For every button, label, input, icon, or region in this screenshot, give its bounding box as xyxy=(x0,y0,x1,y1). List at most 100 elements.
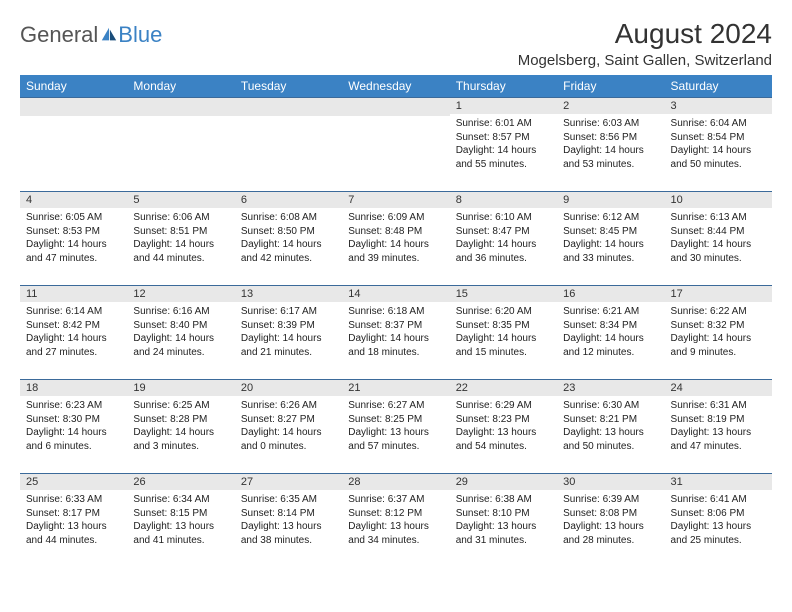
day-number: 23 xyxy=(557,380,664,396)
calendar-cell: 26Sunrise: 6:34 AMSunset: 8:15 PMDayligh… xyxy=(127,474,234,568)
day-details: Sunrise: 6:18 AMSunset: 8:37 PMDaylight:… xyxy=(342,302,449,363)
day-number: 10 xyxy=(665,192,772,208)
day-number: 4 xyxy=(20,192,127,208)
calendar-cell: 5Sunrise: 6:06 AMSunset: 8:51 PMDaylight… xyxy=(127,192,234,286)
day-details: Sunrise: 6:29 AMSunset: 8:23 PMDaylight:… xyxy=(450,396,557,457)
day-number: 1 xyxy=(450,98,557,114)
day-number: 6 xyxy=(235,192,342,208)
day-number: 15 xyxy=(450,286,557,302)
day-number: 25 xyxy=(20,474,127,490)
day-details: Sunrise: 6:31 AMSunset: 8:19 PMDaylight:… xyxy=(665,396,772,457)
day-details: Sunrise: 6:37 AMSunset: 8:12 PMDaylight:… xyxy=(342,490,449,551)
calendar-cell: 18Sunrise: 6:23 AMSunset: 8:30 PMDayligh… xyxy=(20,380,127,474)
day-details: Sunrise: 6:04 AMSunset: 8:54 PMDaylight:… xyxy=(665,114,772,175)
day-details: Sunrise: 6:17 AMSunset: 8:39 PMDaylight:… xyxy=(235,302,342,363)
day-number: 24 xyxy=(665,380,772,396)
day-details: Sunrise: 6:16 AMSunset: 8:40 PMDaylight:… xyxy=(127,302,234,363)
calendar-cell: 3Sunrise: 6:04 AMSunset: 8:54 PMDaylight… xyxy=(665,98,772,192)
calendar-cell xyxy=(127,98,234,192)
day-number: 2 xyxy=(557,98,664,114)
weekday-header: Sunday xyxy=(20,75,127,98)
day-details: Sunrise: 6:06 AMSunset: 8:51 PMDaylight:… xyxy=(127,208,234,269)
day-details: Sunrise: 6:12 AMSunset: 8:45 PMDaylight:… xyxy=(557,208,664,269)
day-number: 29 xyxy=(450,474,557,490)
month-title: August 2024 xyxy=(518,18,772,50)
calendar-cell: 11Sunrise: 6:14 AMSunset: 8:42 PMDayligh… xyxy=(20,286,127,380)
calendar-cell: 17Sunrise: 6:22 AMSunset: 8:32 PMDayligh… xyxy=(665,286,772,380)
day-number: 17 xyxy=(665,286,772,302)
day-details: Sunrise: 6:39 AMSunset: 8:08 PMDaylight:… xyxy=(557,490,664,551)
day-number: 9 xyxy=(557,192,664,208)
day-details: Sunrise: 6:20 AMSunset: 8:35 PMDaylight:… xyxy=(450,302,557,363)
day-number: 3 xyxy=(665,98,772,114)
calendar-cell: 13Sunrise: 6:17 AMSunset: 8:39 PMDayligh… xyxy=(235,286,342,380)
day-details: Sunrise: 6:01 AMSunset: 8:57 PMDaylight:… xyxy=(450,114,557,175)
calendar-cell: 25Sunrise: 6:33 AMSunset: 8:17 PMDayligh… xyxy=(20,474,127,568)
calendar-cell: 23Sunrise: 6:30 AMSunset: 8:21 PMDayligh… xyxy=(557,380,664,474)
weekday-header: Thursday xyxy=(450,75,557,98)
day-details: Sunrise: 6:23 AMSunset: 8:30 PMDaylight:… xyxy=(20,396,127,457)
calendar-cell: 14Sunrise: 6:18 AMSunset: 8:37 PMDayligh… xyxy=(342,286,449,380)
day-number: 13 xyxy=(235,286,342,302)
weekday-header: Wednesday xyxy=(342,75,449,98)
logo-text-general: General xyxy=(20,22,98,48)
day-number: 21 xyxy=(342,380,449,396)
day-details: Sunrise: 6:03 AMSunset: 8:56 PMDaylight:… xyxy=(557,114,664,175)
day-details: Sunrise: 6:22 AMSunset: 8:32 PMDaylight:… xyxy=(665,302,772,363)
calendar-cell: 28Sunrise: 6:37 AMSunset: 8:12 PMDayligh… xyxy=(342,474,449,568)
calendar-cell: 7Sunrise: 6:09 AMSunset: 8:48 PMDaylight… xyxy=(342,192,449,286)
calendar-cell: 15Sunrise: 6:20 AMSunset: 8:35 PMDayligh… xyxy=(450,286,557,380)
calendar-cell xyxy=(342,98,449,192)
day-number: 11 xyxy=(20,286,127,302)
calendar-cell: 20Sunrise: 6:26 AMSunset: 8:27 PMDayligh… xyxy=(235,380,342,474)
calendar-cell: 19Sunrise: 6:25 AMSunset: 8:28 PMDayligh… xyxy=(127,380,234,474)
day-number: 22 xyxy=(450,380,557,396)
calendar-cell: 2Sunrise: 6:03 AMSunset: 8:56 PMDaylight… xyxy=(557,98,664,192)
location-subtitle: Mogelsberg, Saint Gallen, Switzerland xyxy=(518,52,772,69)
weekday-header: Saturday xyxy=(665,75,772,98)
day-details: Sunrise: 6:08 AMSunset: 8:50 PMDaylight:… xyxy=(235,208,342,269)
day-number: 27 xyxy=(235,474,342,490)
logo-text-blue: Blue xyxy=(118,22,162,48)
day-number: 20 xyxy=(235,380,342,396)
weekday-header: Monday xyxy=(127,75,234,98)
calendar-cell: 10Sunrise: 6:13 AMSunset: 8:44 PMDayligh… xyxy=(665,192,772,286)
day-number: 19 xyxy=(127,380,234,396)
day-number: 31 xyxy=(665,474,772,490)
calendar-table: SundayMondayTuesdayWednesdayThursdayFrid… xyxy=(20,75,772,568)
day-details: Sunrise: 6:21 AMSunset: 8:34 PMDaylight:… xyxy=(557,302,664,363)
calendar-cell: 1Sunrise: 6:01 AMSunset: 8:57 PMDaylight… xyxy=(450,98,557,192)
calendar-cell: 8Sunrise: 6:10 AMSunset: 8:47 PMDaylight… xyxy=(450,192,557,286)
calendar-cell: 6Sunrise: 6:08 AMSunset: 8:50 PMDaylight… xyxy=(235,192,342,286)
day-details: Sunrise: 6:34 AMSunset: 8:15 PMDaylight:… xyxy=(127,490,234,551)
calendar-cell: 22Sunrise: 6:29 AMSunset: 8:23 PMDayligh… xyxy=(450,380,557,474)
day-number: 12 xyxy=(127,286,234,302)
calendar-cell xyxy=(235,98,342,192)
weekday-header: Tuesday xyxy=(235,75,342,98)
calendar-cell xyxy=(20,98,127,192)
logo-sail-icon xyxy=(100,26,118,44)
calendar-cell: 16Sunrise: 6:21 AMSunset: 8:34 PMDayligh… xyxy=(557,286,664,380)
day-details: Sunrise: 6:10 AMSunset: 8:47 PMDaylight:… xyxy=(450,208,557,269)
day-details: Sunrise: 6:14 AMSunset: 8:42 PMDaylight:… xyxy=(20,302,127,363)
day-number: 30 xyxy=(557,474,664,490)
day-number: 26 xyxy=(127,474,234,490)
day-details: Sunrise: 6:27 AMSunset: 8:25 PMDaylight:… xyxy=(342,396,449,457)
calendar-cell: 21Sunrise: 6:27 AMSunset: 8:25 PMDayligh… xyxy=(342,380,449,474)
day-details: Sunrise: 6:41 AMSunset: 8:06 PMDaylight:… xyxy=(665,490,772,551)
day-details: Sunrise: 6:35 AMSunset: 8:14 PMDaylight:… xyxy=(235,490,342,551)
day-details: Sunrise: 6:30 AMSunset: 8:21 PMDaylight:… xyxy=(557,396,664,457)
day-number: 28 xyxy=(342,474,449,490)
day-number: 7 xyxy=(342,192,449,208)
day-details: Sunrise: 6:25 AMSunset: 8:28 PMDaylight:… xyxy=(127,396,234,457)
calendar-cell: 31Sunrise: 6:41 AMSunset: 8:06 PMDayligh… xyxy=(665,474,772,568)
day-details: Sunrise: 6:13 AMSunset: 8:44 PMDaylight:… xyxy=(665,208,772,269)
calendar-cell: 9Sunrise: 6:12 AMSunset: 8:45 PMDaylight… xyxy=(557,192,664,286)
day-number: 18 xyxy=(20,380,127,396)
calendar-cell: 12Sunrise: 6:16 AMSunset: 8:40 PMDayligh… xyxy=(127,286,234,380)
calendar-cell: 27Sunrise: 6:35 AMSunset: 8:14 PMDayligh… xyxy=(235,474,342,568)
day-details: Sunrise: 6:26 AMSunset: 8:27 PMDaylight:… xyxy=(235,396,342,457)
calendar-cell: 24Sunrise: 6:31 AMSunset: 8:19 PMDayligh… xyxy=(665,380,772,474)
weekday-header: Friday xyxy=(557,75,664,98)
day-details: Sunrise: 6:38 AMSunset: 8:10 PMDaylight:… xyxy=(450,490,557,551)
